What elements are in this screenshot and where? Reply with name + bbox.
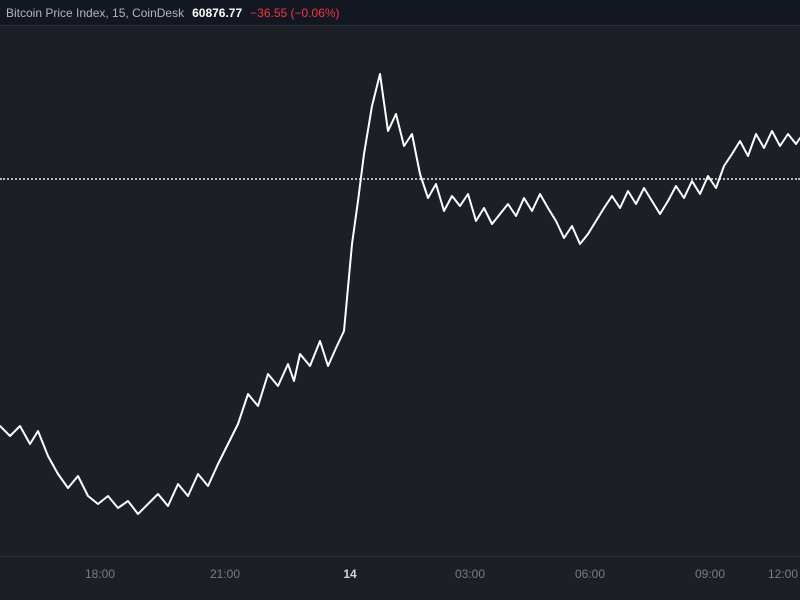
chart-plot-area[interactable] — [0, 26, 800, 556]
time-axis-tick: 14 — [343, 567, 356, 581]
time-axis-tick: 03:00 — [455, 567, 485, 581]
time-axis-tick: 18:00 — [85, 567, 115, 581]
time-axis-tick: 21:00 — [210, 567, 240, 581]
price-series — [0, 74, 800, 514]
instrument-title: Bitcoin Price Index, 15, CoinDesk — [6, 6, 184, 20]
time-axis-tick: 12:00 — [768, 567, 798, 581]
last-price: 60876.77 — [192, 6, 242, 20]
price-change: −36.55 (−0.06%) — [250, 6, 339, 20]
chart-header: Bitcoin Price Index, 15, CoinDesk 60876.… — [0, 0, 800, 26]
time-axis: 18:00 21:00 14 03:00 06:00 09:00 12:00 — [0, 556, 800, 600]
price-line-chart — [0, 26, 800, 556]
time-axis-tick: 09:00 — [695, 567, 725, 581]
time-axis-tick: 06:00 — [575, 567, 605, 581]
